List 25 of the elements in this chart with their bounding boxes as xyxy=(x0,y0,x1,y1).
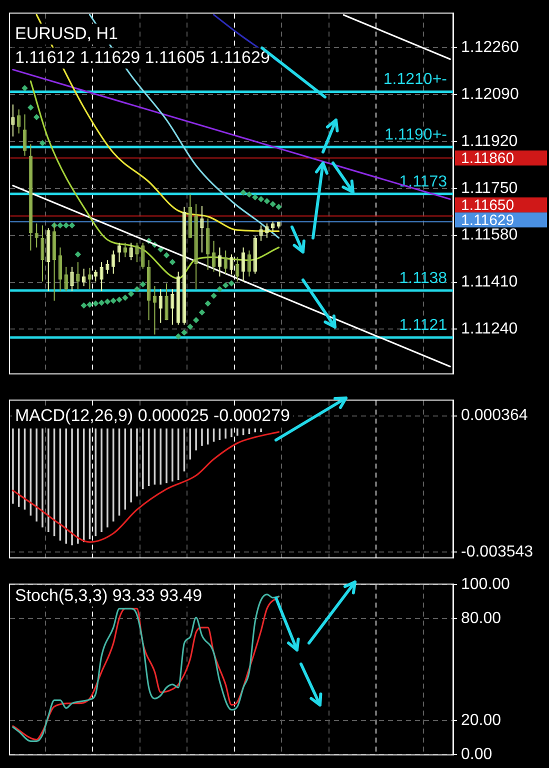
text: 1.11650 xyxy=(461,196,514,214)
chart-title: Stoch(5,3,3) 93.33 93.49 xyxy=(15,586,202,605)
text: EURUSD, H1 xyxy=(15,24,118,43)
y-tick-label: 1.11920 xyxy=(461,132,518,150)
ref-line-label: 1.1138 xyxy=(399,270,448,287)
y-tick-label: 1.11750 xyxy=(461,180,518,197)
y-tick-label: 1.11410 xyxy=(461,274,518,291)
y-tick-label: 0.00 xyxy=(461,746,492,763)
chart-title: MACD(12,26,9) 0.000025 -0.000279 xyxy=(15,406,290,425)
ref-line-label: 1.1210+- xyxy=(383,71,447,88)
y-tick-label: 100.00 xyxy=(461,576,510,594)
y-tick-label: -0.003543 xyxy=(461,543,534,560)
y-tick-label: 1.11580 xyxy=(461,226,518,244)
y-tick-label: 1.11240 xyxy=(461,320,518,338)
y-tick-label: 1.12090 xyxy=(461,86,519,103)
text: 1.11629 xyxy=(461,212,514,229)
y-tick-label: 0.000364 xyxy=(461,407,528,424)
y-tick-label: 20.00 xyxy=(461,712,502,729)
y-tick-label: 1.12260 xyxy=(461,38,519,56)
text: 1.11860 xyxy=(461,150,514,168)
ref-line-label: 1.1173 xyxy=(399,173,448,190)
text: 1.11612 1.11629 1.11605 1.11629 xyxy=(15,48,270,67)
y-tick-label: 80.00 xyxy=(461,610,502,627)
ref-line-label: 1.1121 xyxy=(399,316,448,334)
ref-line-label: 1.1190+- xyxy=(384,126,447,144)
